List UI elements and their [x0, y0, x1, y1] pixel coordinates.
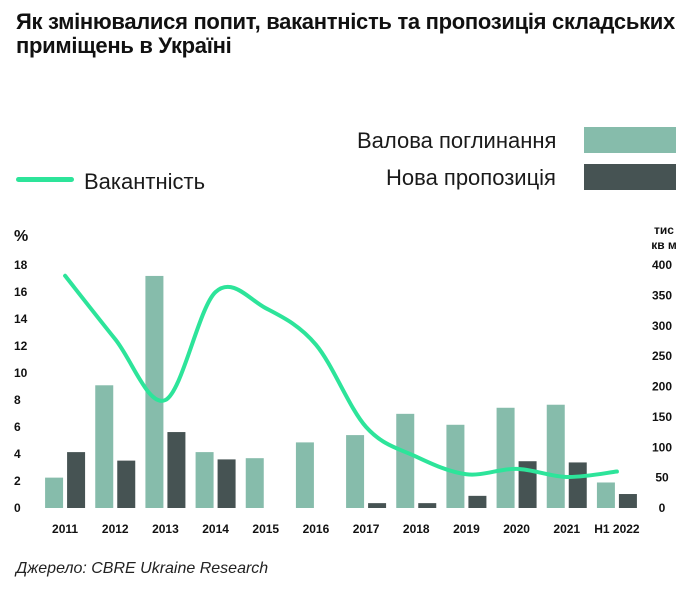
bar-new-supply-2021	[568, 462, 587, 508]
bar-absorption-2016	[295, 442, 314, 508]
bar-new-supply-2012	[117, 460, 136, 508]
left-axis-tick: 6	[14, 420, 21, 434]
left-axis-tick: 16	[14, 285, 28, 299]
left-axis-tick: 18	[14, 258, 28, 272]
right-axis-tick: 50	[655, 471, 669, 485]
right-axis-unit-line-2: кв м	[651, 238, 677, 252]
left-axis-tick: 12	[14, 339, 28, 353]
legend-swatch-absorption	[584, 127, 676, 153]
vacancy-line	[63, 273, 619, 479]
legend-swatch-new-supply	[584, 164, 676, 190]
source-note: Джерело: CBRE Ukraine Research	[16, 560, 269, 577]
x-axis-tick: H1 2022	[594, 522, 640, 536]
bar-new-supply-H1-2022	[618, 494, 637, 508]
x-axis-tick: 2015	[252, 522, 279, 536]
x-axis-tick: 2016	[303, 522, 330, 536]
left-axis-tick: 8	[14, 393, 21, 407]
bar-absorption-2021	[546, 404, 565, 508]
x-axis-tick: 2019	[453, 522, 480, 536]
bar-new-supply-2019	[468, 495, 487, 508]
right-axis-tick: 400	[652, 258, 672, 272]
left-axis-tick: 14	[14, 312, 28, 326]
bar-new-supply-2018	[418, 503, 437, 508]
right-axis-tick: 200	[652, 380, 672, 394]
bar-new-supply-2011	[67, 452, 86, 508]
bar-absorption-2018	[396, 413, 415, 508]
x-axis-tick: 2021	[553, 522, 580, 536]
x-axis-tick: 2020	[503, 522, 530, 536]
x-axis-tick: 2018	[403, 522, 430, 536]
legend-label-absorption: Валова поглинання	[357, 128, 557, 153]
x-axis-tick: 2012	[102, 522, 129, 536]
x-axis-tick: 2017	[353, 522, 380, 536]
bar-absorption-2015	[245, 458, 264, 508]
bar-absorption-2014	[195, 452, 214, 508]
bar-absorption-2012	[95, 385, 114, 508]
left-axis-tick: 0	[14, 501, 21, 515]
right-axis-tick: 300	[652, 319, 672, 333]
x-axis-tick: 2013	[152, 522, 179, 536]
chart-title: Як змінювалися попит, вакантність та про…	[16, 9, 675, 58]
bar-new-supply-2020	[518, 461, 537, 508]
x-axis-tick: 2011	[52, 522, 78, 536]
right-axis-tick: 350	[652, 288, 672, 302]
bar-new-supply-2013	[167, 432, 186, 508]
bar-new-supply-2014	[217, 459, 236, 508]
right-axis-unit-line-1: тис	[654, 223, 674, 237]
right-axis-tick: 250	[652, 349, 672, 363]
x-axis-tick: 2014	[202, 522, 229, 536]
legend-swatch-vacancy	[16, 177, 74, 182]
right-axis-tick: 150	[652, 410, 672, 424]
right-axis-tick: 100	[652, 440, 672, 454]
bar-absorption-2020	[496, 407, 515, 508]
left-axis-tick: 10	[14, 366, 28, 380]
bar-absorption-H1-2022	[596, 482, 615, 508]
bar-new-supply-2017	[368, 503, 387, 508]
left-axis-unit: %	[14, 228, 28, 245]
left-axis-tick: 2	[14, 474, 21, 488]
bar-absorption-2011	[45, 477, 64, 508]
bar-absorption-2013	[145, 275, 164, 508]
left-axis-tick: 4	[14, 447, 21, 461]
bar-absorption-2019	[446, 424, 465, 508]
right-axis-tick: 0	[659, 501, 666, 515]
legend-label-vacancy: Вакантність	[84, 169, 206, 194]
bar-absorption-2017	[346, 435, 365, 508]
legend-label-new-supply: Нова пропозиція	[386, 165, 556, 190]
